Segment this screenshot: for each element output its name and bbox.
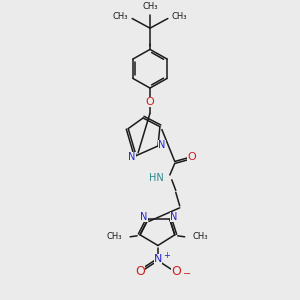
- Text: O: O: [146, 97, 154, 106]
- Text: HN: HN: [149, 173, 164, 183]
- Text: +: +: [163, 250, 170, 260]
- Text: N: N: [154, 254, 162, 264]
- Text: −: −: [183, 269, 191, 280]
- Text: O: O: [187, 152, 196, 162]
- Text: N: N: [128, 152, 136, 162]
- Text: CH₃: CH₃: [142, 2, 158, 11]
- Text: CH₃: CH₃: [107, 232, 122, 241]
- Text: N: N: [170, 212, 178, 223]
- Text: CH₃: CH₃: [113, 12, 128, 21]
- Text: O: O: [135, 265, 145, 278]
- Text: O: O: [171, 265, 181, 278]
- Text: CH₃: CH₃: [193, 232, 208, 241]
- Text: N: N: [140, 212, 148, 223]
- Text: CH₃: CH₃: [172, 12, 187, 21]
- Text: N: N: [158, 140, 166, 150]
